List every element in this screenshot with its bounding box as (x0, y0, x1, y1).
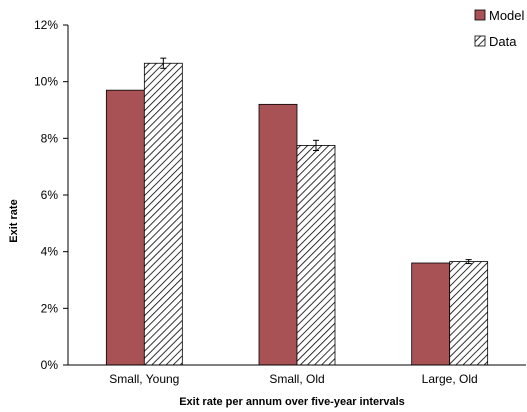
y-tick-label: 4% (41, 245, 59, 259)
bar-model-1 (105, 89, 145, 366)
y-tick-label: 0% (41, 358, 59, 372)
y-tick-label: 6% (41, 188, 59, 202)
x-tick-label: Large, Old (422, 372, 478, 386)
legend-swatch-data (474, 35, 486, 47)
bar-data-2 (296, 145, 336, 366)
legend: Model Data (474, 8, 525, 49)
x-tick-label: Small, Young (109, 372, 179, 386)
legend-label-model: Model (489, 8, 525, 23)
y-axis-title: Exit rate (8, 199, 20, 242)
x-axis-title: Exit rate per annum over five-year inter… (179, 396, 405, 408)
y-axis-ticks: 0% 2% 4% 6% 8% 10% 12% (34, 18, 68, 372)
y-tick-label: 12% (34, 18, 58, 32)
legend-label-data: Data (489, 34, 517, 49)
x-axis-ticks: Small, Young Small, Old Large, Old (109, 372, 477, 386)
y-tick-label: 2% (41, 301, 59, 315)
bar-data-3 (449, 261, 489, 366)
bar-model-3 (411, 262, 451, 366)
bar-model-2 (258, 103, 298, 366)
bar-data-1 (143, 62, 183, 366)
bars (105, 57, 489, 366)
y-tick-label: 10% (34, 75, 58, 89)
legend-swatch-model (474, 9, 486, 21)
y-tick-label: 8% (41, 131, 59, 145)
x-tick-label: Small, Old (269, 372, 324, 386)
